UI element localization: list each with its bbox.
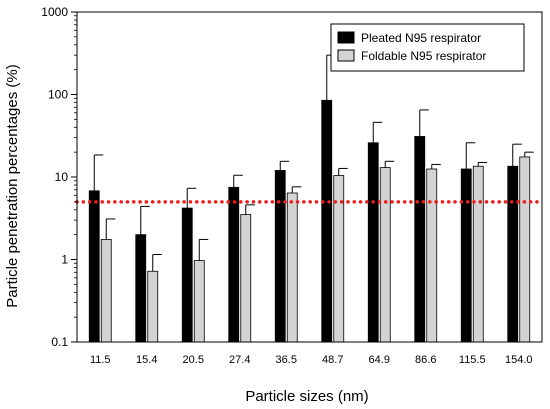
x-tick-label: 20.5 bbox=[183, 354, 204, 366]
bar-pleated-15.4 bbox=[135, 234, 147, 343]
legend-label-foldable: Foldable N95 respirator bbox=[361, 49, 486, 63]
bar-pleated-36.5 bbox=[274, 170, 286, 343]
y-tick-label: 0.1 bbox=[51, 335, 68, 349]
y-tick-label: 10 bbox=[55, 170, 69, 184]
plot-area bbox=[75, 11, 544, 343]
legend-swatch-foldable bbox=[337, 49, 355, 62]
x-tick-label: 27.4 bbox=[229, 354, 250, 366]
x-tick-label: 154.0 bbox=[505, 354, 533, 366]
bar-foldable-11.5 bbox=[100, 239, 112, 343]
bar-pleated-115.5 bbox=[460, 168, 472, 343]
legend-swatch-pleated bbox=[337, 31, 355, 44]
x-tick-label: 115.5 bbox=[459, 354, 486, 366]
bar-pleated-11.5 bbox=[88, 190, 100, 343]
legend-label-pleated: Pleated N95 respirator bbox=[361, 31, 481, 45]
bar-foldable-15.4 bbox=[147, 270, 159, 343]
bar-pleated-20.5 bbox=[181, 207, 193, 343]
bar-foldable-115.5 bbox=[472, 165, 484, 343]
legend-frame bbox=[330, 23, 525, 72]
y-axis: 0.1 1 10 100 1000 bbox=[41, 5, 77, 349]
bar-foldable-36.5 bbox=[286, 192, 298, 343]
y-tick-label: 1000 bbox=[41, 5, 68, 19]
bar-pleated-154.0 bbox=[507, 165, 519, 343]
y-axis-title: Particle penetration percentages (%) bbox=[4, 64, 21, 307]
bar-pleated-27.4 bbox=[228, 186, 240, 343]
legend: Pleated N95 respirator Foldable N95 resp… bbox=[330, 23, 525, 72]
bar-pleated-86.6 bbox=[414, 136, 426, 343]
bar-foldable-20.5 bbox=[193, 260, 205, 343]
bar-pleated-48.7 bbox=[321, 99, 333, 343]
x-tick-label: 86.6 bbox=[415, 354, 436, 366]
x-axis: 11.5 15.4 20.5 27.4 36.5 48.7 64.9 86.6 115.5 154… bbox=[90, 354, 533, 366]
x-tick-label: 15.4 bbox=[136, 354, 157, 366]
bar-pleated-64.9 bbox=[367, 142, 379, 343]
x-tick-label: 11.5 bbox=[90, 354, 111, 366]
bar-foldable-86.6 bbox=[426, 168, 438, 343]
x-axis-title: Particle sizes (nm) bbox=[245, 388, 368, 405]
x-tick-label: 64.9 bbox=[369, 354, 390, 366]
bar-foldable-154.0 bbox=[519, 156, 531, 343]
bar-foldable-64.9 bbox=[379, 167, 391, 343]
x-tick-label: 36.5 bbox=[276, 354, 297, 366]
bar-foldable-27.4 bbox=[240, 214, 252, 343]
x-tick-label: 48.7 bbox=[322, 354, 343, 366]
y-tick-label: 1 bbox=[61, 253, 68, 267]
y-tick-label: 100 bbox=[48, 88, 68, 102]
